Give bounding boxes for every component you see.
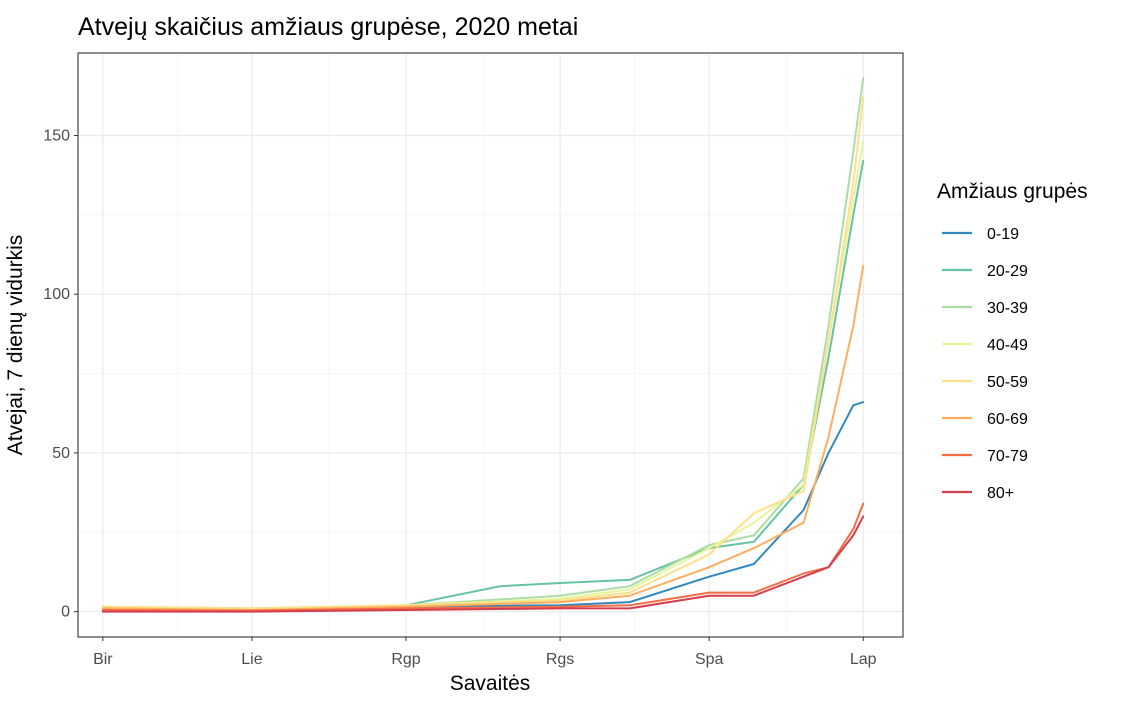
series-line-60-69 xyxy=(101,264,865,611)
legend-label: 20-29 xyxy=(987,263,1028,280)
x-axis-title: Savaitės xyxy=(450,672,531,695)
y-tick-label: 50 xyxy=(52,445,70,462)
series-line-70-79 xyxy=(101,502,865,612)
legend-title: Amžiaus grupės xyxy=(937,180,1088,203)
y-axis-title: Atvejai, 7 dienų vidurkis xyxy=(4,235,27,456)
x-tick-label: Spa xyxy=(695,651,724,668)
x-tick-label: Lap xyxy=(850,651,877,668)
legend-label: 0-19 xyxy=(987,226,1019,243)
x-tick-label: Lie xyxy=(241,651,262,668)
grid-minor xyxy=(78,53,903,637)
legend: Amžiaus grupės 0-19 20-29 30-39 40-49 50-59 6… xyxy=(937,180,1088,502)
x-tick-label: Rgs xyxy=(546,651,574,668)
y-tick-label: 0 xyxy=(61,604,70,621)
legend-label: 60-69 xyxy=(987,411,1028,428)
y-axis: 0 50 100 150 xyxy=(43,128,78,621)
x-axis: Bir Lie Rgp Rgs Spa Lap xyxy=(93,637,877,668)
y-tick-label: 150 xyxy=(43,128,70,145)
legend-label: 80+ xyxy=(987,485,1014,502)
series-line-50-59 xyxy=(101,96,865,610)
legend-label: 70-79 xyxy=(987,448,1028,465)
series-lines xyxy=(101,77,865,613)
legend-label: 30-39 xyxy=(987,300,1028,317)
plot-border xyxy=(77,52,904,638)
x-tick-label: Bir xyxy=(93,651,113,668)
chart-title: Atvejų skaičius amžiaus grupėse, 2020 me… xyxy=(78,13,578,41)
series-line-80+ xyxy=(101,515,865,613)
x-tick-label: Rgp xyxy=(391,651,420,668)
legend-label: 50-59 xyxy=(987,374,1028,391)
legend-label: 40-49 xyxy=(987,337,1028,354)
y-tick-label: 100 xyxy=(43,286,70,303)
